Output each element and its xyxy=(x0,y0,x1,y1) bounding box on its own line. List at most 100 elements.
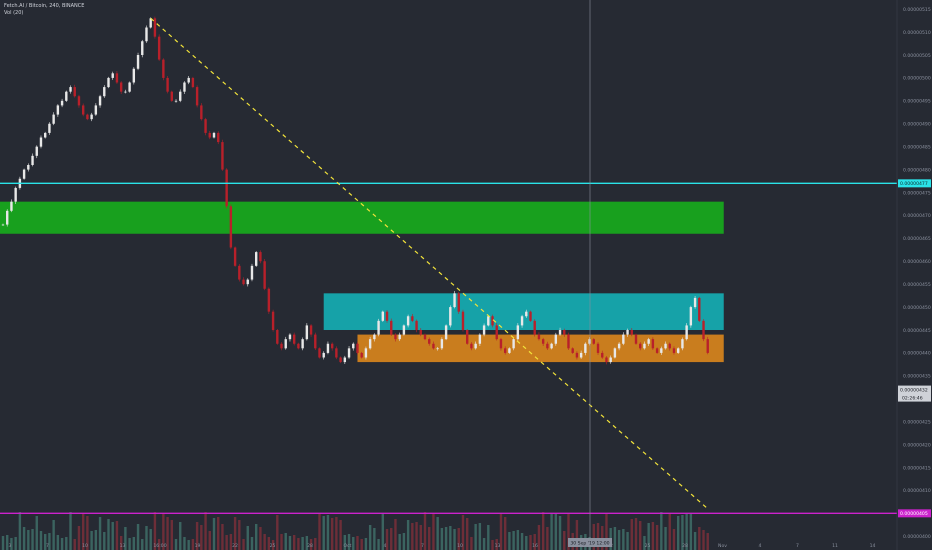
candle-body xyxy=(466,330,469,344)
resistance-price-tag: 0.00000477 xyxy=(900,181,928,187)
candle-body xyxy=(255,252,258,266)
candle-body xyxy=(596,343,600,353)
volume-bar xyxy=(685,514,688,550)
chart-legend: Fetch.AI / Bitcoin, 240, BINANCE Vol (20… xyxy=(4,3,84,17)
volume-bar xyxy=(27,530,30,550)
orange-zone xyxy=(357,334,724,363)
last-price-tag-countdown: 02:26:46 xyxy=(902,395,923,401)
candle-body xyxy=(436,348,439,350)
volume-bar xyxy=(242,539,245,550)
volume-bar xyxy=(444,527,448,550)
overlay-lines xyxy=(0,17,897,514)
candle-body xyxy=(533,320,536,335)
candle-body xyxy=(174,100,178,102)
candle-body xyxy=(605,357,608,363)
volume-bar xyxy=(233,517,237,550)
volume-bar xyxy=(482,538,486,550)
candle-body xyxy=(111,73,114,78)
volume-bar xyxy=(550,514,553,550)
volume-bar xyxy=(491,540,494,550)
candle-body xyxy=(347,348,351,358)
last-price-tag: 0.00000432 xyxy=(900,387,928,393)
candle-body xyxy=(271,311,275,330)
volume-bar xyxy=(305,536,309,550)
time-tick-label: 19 xyxy=(195,543,201,549)
volume-bar xyxy=(634,518,638,550)
crosshair-time-bg xyxy=(568,538,612,547)
candle-body xyxy=(246,279,249,285)
volume-bar xyxy=(436,517,439,550)
volume-bar xyxy=(22,527,26,550)
candle-body xyxy=(330,343,334,349)
candle-body xyxy=(35,146,38,156)
candle-body xyxy=(292,334,296,344)
candle-body xyxy=(288,334,292,340)
volume-bar xyxy=(14,537,17,550)
candle-body xyxy=(301,339,304,349)
volume-bar xyxy=(432,514,435,550)
volume-bar xyxy=(368,525,372,550)
volume-bar xyxy=(411,523,414,550)
time-tick-label: 13 xyxy=(495,543,501,549)
candle-body xyxy=(119,82,123,92)
volume-bar xyxy=(499,514,503,550)
candle-body xyxy=(124,91,127,93)
volume-bar xyxy=(626,532,629,550)
candle-body xyxy=(660,348,663,353)
volume-bar xyxy=(681,515,684,550)
candle-body xyxy=(60,100,64,106)
time-tick-label: 16 xyxy=(532,543,538,549)
volume-bar xyxy=(297,538,300,550)
candle-body xyxy=(238,265,241,280)
candle-body xyxy=(309,325,313,335)
candle-body xyxy=(558,330,562,335)
symbol-title: Fetch.AI / Bitcoin, 240, BINANCE xyxy=(4,3,85,9)
time-tick-label: 28 xyxy=(682,543,688,549)
volume-bar xyxy=(470,537,473,550)
candle-body xyxy=(478,334,482,344)
volume-bar xyxy=(115,521,119,550)
volume-bar xyxy=(613,527,617,550)
candle-body xyxy=(541,339,545,344)
price-tick-label: 0.00000415 xyxy=(903,465,931,471)
volume-bar xyxy=(77,526,81,550)
candle-body xyxy=(634,334,638,344)
candle-body xyxy=(284,339,287,349)
volume-bar xyxy=(44,534,47,550)
candle-body xyxy=(183,82,186,92)
candle-body xyxy=(390,320,393,335)
time-tick-label: 14 xyxy=(870,543,876,549)
time-tick-label: 7 xyxy=(421,543,424,549)
price-tick-label: 0.00000435 xyxy=(903,374,931,380)
candle-body xyxy=(554,334,558,344)
volume-bar xyxy=(453,529,456,550)
candle-body xyxy=(567,334,570,349)
candle-body xyxy=(318,348,321,358)
candle-body xyxy=(314,334,317,349)
candle-body xyxy=(191,77,195,88)
volume-bar xyxy=(65,537,68,550)
time-tick-label: 13 xyxy=(120,543,126,549)
candle-body xyxy=(373,334,376,340)
volume-bar xyxy=(449,526,452,550)
volume-bar xyxy=(525,536,528,550)
candle-body xyxy=(356,343,359,353)
time-tick-label: 25 xyxy=(270,543,276,549)
candle-body xyxy=(141,41,144,55)
volume-bar xyxy=(466,518,469,550)
green-zone xyxy=(0,201,724,234)
candle-body xyxy=(352,343,355,349)
candle-body xyxy=(588,339,591,344)
volume-bar xyxy=(212,518,216,550)
candle-body xyxy=(428,339,431,344)
volume-bar xyxy=(503,517,507,550)
volume-bar xyxy=(56,535,60,550)
volume-bar xyxy=(238,520,241,550)
resistance-price-tag-bg xyxy=(898,179,931,188)
volume-bar xyxy=(6,535,9,550)
candle-body xyxy=(250,265,254,280)
volume-bar xyxy=(301,537,304,550)
candle-body xyxy=(693,297,697,308)
price-tick-label: 0.00000485 xyxy=(903,144,931,150)
